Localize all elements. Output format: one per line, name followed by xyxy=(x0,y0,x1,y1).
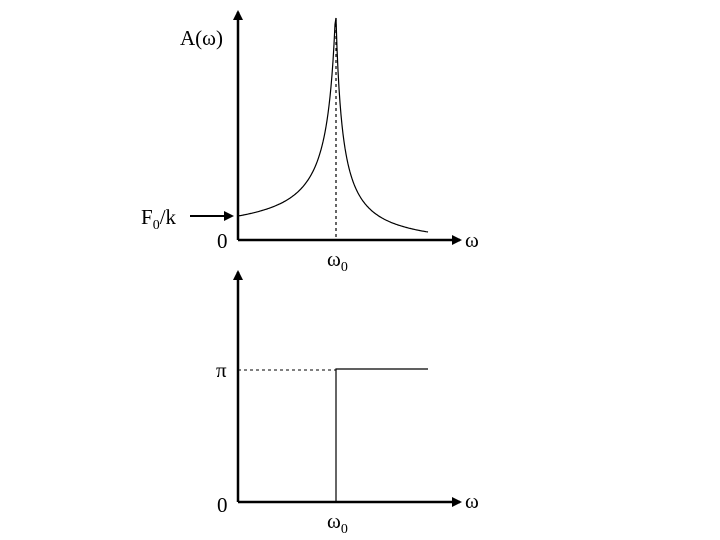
phase-step-curve xyxy=(335,368,428,502)
static-amplitude-label: F0/k xyxy=(141,205,177,233)
phase-plot: π 0 ω ω0 xyxy=(216,270,479,537)
amplitude-origin-label: 0 xyxy=(217,229,228,253)
amplitude-y-label: A(ω) xyxy=(180,26,223,50)
phase-resonance-label: ω0 xyxy=(327,509,348,537)
amplitude-resonance-curve xyxy=(237,17,429,233)
amplitude-x-label: ω xyxy=(465,228,479,252)
phase-pi-label: π xyxy=(216,358,227,382)
amplitude-resonance-label: ω0 xyxy=(327,247,348,275)
phase-x-label: ω xyxy=(465,489,479,513)
phase-origin-label: 0 xyxy=(217,493,228,517)
amplitude-plot: A(ω) F0/k 0 ω ω0 xyxy=(141,10,479,275)
